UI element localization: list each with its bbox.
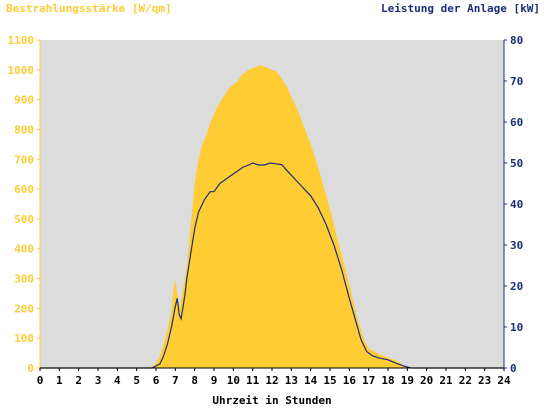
x-tick-label: 15 (323, 374, 336, 387)
x-tick-label: 24 (497, 374, 511, 387)
left-tick-label: 300 (14, 273, 34, 286)
left-tick-label: 400 (14, 243, 34, 256)
left-tick-labels: 0 100 200 300 400 500 600 700 800 900 1000 1100 (8, 34, 40, 375)
x-tick-label: 0 (37, 374, 44, 387)
x-tick-label: 9 (211, 374, 218, 387)
left-tick-label: 600 (14, 183, 34, 196)
x-tick-label: 20 (420, 374, 433, 387)
right-tick-label: 30 (510, 239, 523, 252)
left-tick-label: 900 (14, 94, 34, 107)
x-tick-label: 19 (401, 374, 414, 387)
x-tick-label: 2 (75, 374, 82, 387)
x-tick-label: 22 (459, 374, 472, 387)
x-tick-label: 5 (133, 374, 140, 387)
left-tick-label: 700 (14, 153, 34, 166)
left-tick-label: 1000 (8, 64, 35, 77)
irradiance-area (40, 65, 504, 369)
x-axis-label: Uhrzeit in Stunden (212, 394, 331, 407)
x-tick-label: 13 (285, 374, 298, 387)
x-tick-label: 1 (56, 374, 63, 387)
x-tick-label: 18 (381, 374, 394, 387)
x-tick-label: 12 (265, 374, 278, 387)
right-axis-title: Leistung der Anlage [kW] (381, 2, 540, 15)
x-tick-label: 17 (362, 374, 375, 387)
left-axis-title: Bestrahlungsstärke [W/qm] (6, 2, 172, 15)
x-tick-label: 21 (439, 374, 453, 387)
power-line (40, 162, 504, 369)
x-tick-label: 7 (172, 374, 179, 387)
right-tick-label: 10 (510, 321, 523, 334)
right-tick-label: 60 (510, 116, 523, 129)
left-tick-label: 200 (14, 302, 34, 315)
right-tick-label: 40 (510, 198, 523, 211)
right-tick-label: 0 (510, 362, 517, 375)
x-tick-label: 6 (153, 374, 160, 387)
right-tick-label: 70 (510, 75, 523, 88)
x-tick-labels: 0 1 2 3 4 5 6 7 8 9 10 11 12 13 14 15 16 17 18 19 20 21 22 23 24 (37, 368, 511, 387)
right-tick-label: 80 (510, 34, 523, 47)
x-tick-label: 4 (114, 374, 121, 387)
x-tick-label: 16 (343, 374, 357, 387)
x-tick-label: 23 (478, 374, 491, 387)
left-tick-label: 100 (14, 332, 34, 345)
x-tick-label: 10 (227, 374, 240, 387)
right-tick-labels: 0 10 20 30 40 50 60 70 80 (504, 34, 523, 375)
left-tick-label: 500 (14, 213, 34, 226)
x-tick-label: 14 (304, 374, 318, 387)
x-tick-label: 3 (95, 374, 102, 387)
right-tick-label: 20 (510, 280, 523, 293)
left-tick-label: 0 (27, 362, 34, 375)
x-tick-label: 8 (191, 374, 198, 387)
left-tick-label: 800 (14, 123, 34, 136)
left-tick-label: 1100 (8, 34, 35, 47)
series-layer (40, 65, 504, 369)
x-tick-label: 11 (246, 374, 260, 387)
right-tick-label: 50 (510, 157, 523, 170)
